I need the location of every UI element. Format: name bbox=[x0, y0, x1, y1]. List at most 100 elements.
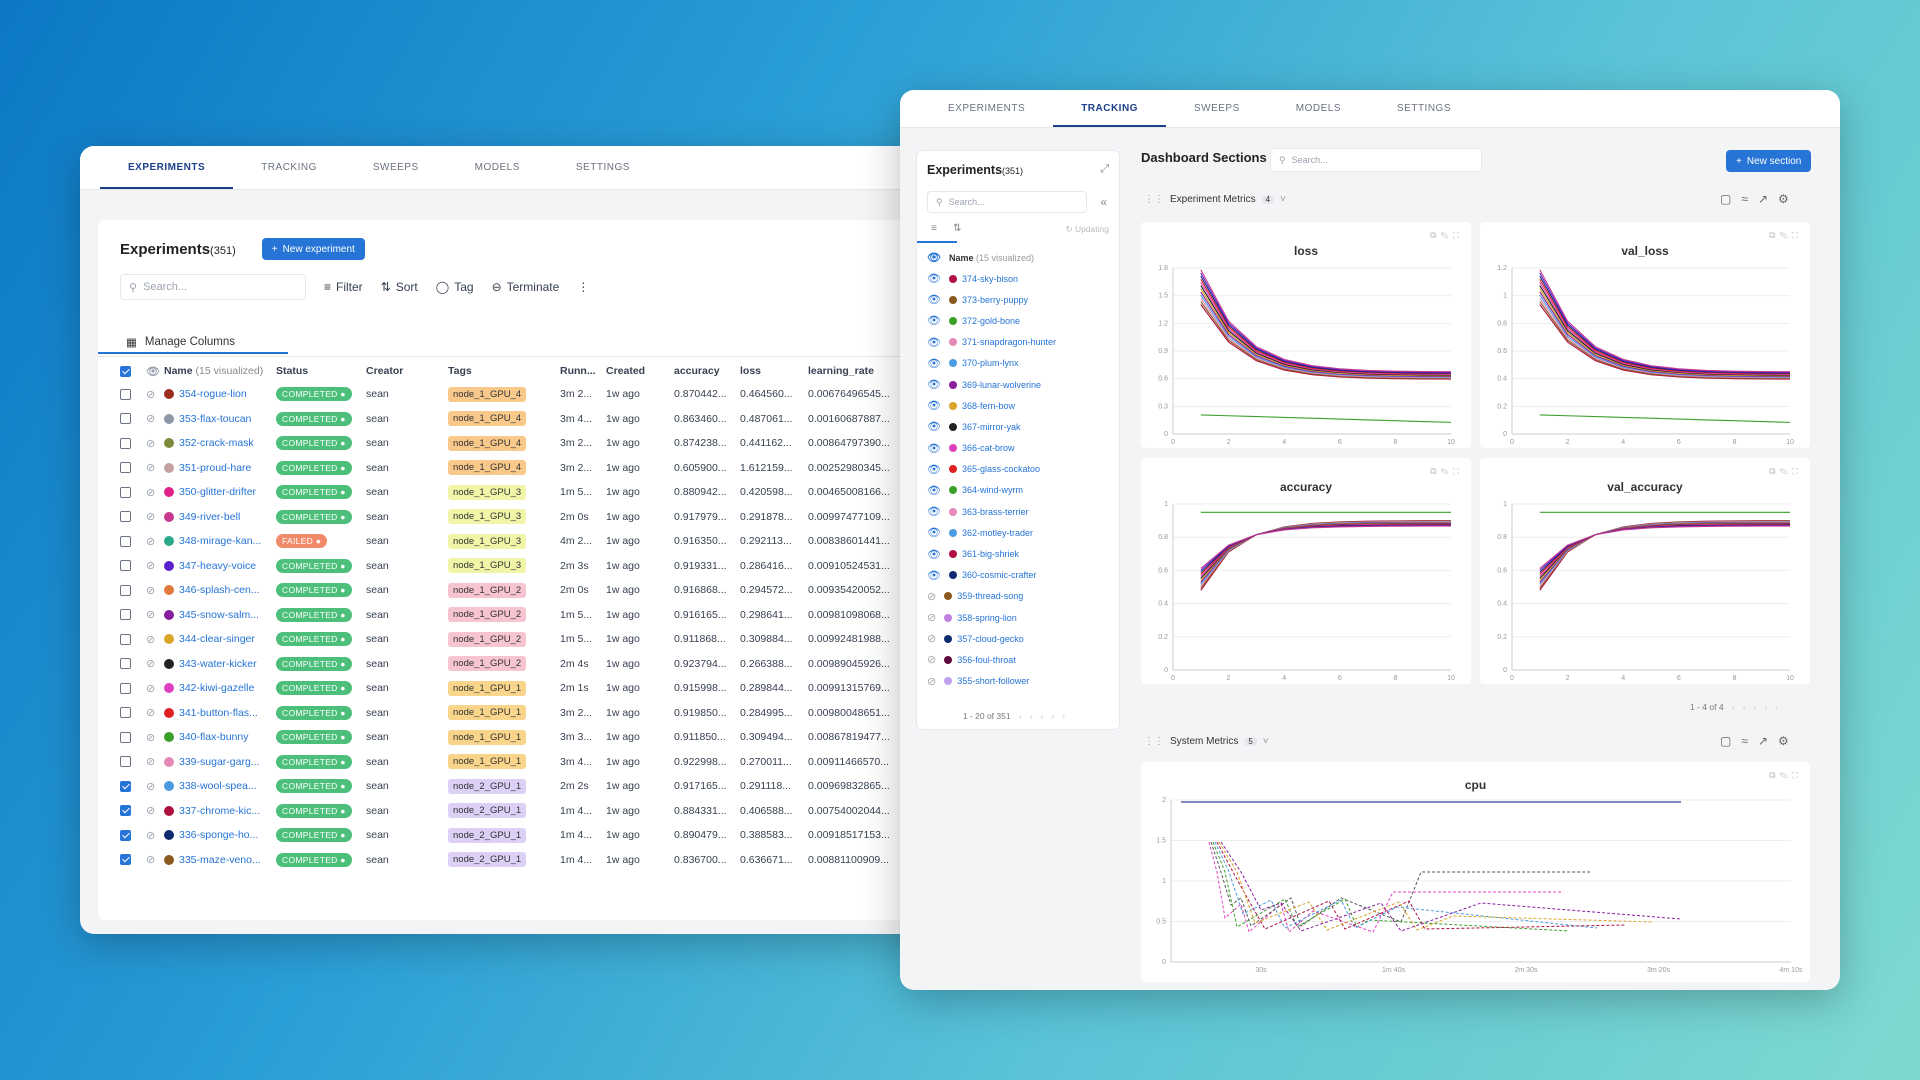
eye-off-icon[interactable]: ⊘ bbox=[146, 511, 156, 524]
tab-experiments[interactable]: EXPERIMENTS bbox=[948, 103, 1026, 114]
search-input[interactable]: ⚲ Search... bbox=[120, 274, 306, 300]
col-name[interactable]: Name (15 visualized) bbox=[164, 365, 264, 377]
experiment-link[interactable]: 370-plum-lynx bbox=[961, 358, 1019, 369]
eye-off-icon[interactable]: ⊘ bbox=[927, 633, 937, 646]
eye-off-icon[interactable]: ⊘ bbox=[146, 633, 156, 646]
experiment-link[interactable]: 358-spring-lion bbox=[957, 612, 1017, 623]
table-row[interactable]: ⊘ 343-water-kicker COMPLETED ● sean node_1_G… bbox=[120, 652, 898, 677]
drag-handle-icon[interactable]: ⋮⋮ bbox=[1144, 194, 1164, 205]
table-row[interactable]: ⊘ 345-snow-salm... COMPLETED ● sean node_1_G… bbox=[120, 603, 898, 628]
experiment-link[interactable]: 367-mirror-yak bbox=[961, 421, 1021, 432]
new-section-button[interactable]: + New section bbox=[1726, 150, 1812, 172]
col-creator[interactable]: Creator bbox=[366, 365, 404, 377]
eye-icon[interactable]: 👁 bbox=[927, 569, 941, 582]
sort-icon[interactable]: ⇅ bbox=[953, 223, 962, 234]
row-checkbox[interactable] bbox=[120, 658, 131, 670]
row-checkbox[interactable] bbox=[120, 731, 131, 743]
tag-button[interactable]: ◯ Tag bbox=[435, 280, 474, 294]
filter-button[interactable]: ≡ Filter bbox=[324, 280, 363, 294]
experiment-link[interactable]: 348-mirage-kan... bbox=[179, 535, 262, 548]
eye-off-icon[interactable]: ⊘ bbox=[146, 707, 156, 720]
row-checkbox[interactable] bbox=[120, 805, 131, 817]
row-checkbox[interactable] bbox=[120, 560, 131, 572]
row-checkbox[interactable] bbox=[120, 756, 131, 768]
smooth-icon[interactable]: ≈ bbox=[1741, 192, 1758, 206]
experiment-link[interactable]: 356-foul-throat bbox=[957, 654, 1016, 665]
experiment-link[interactable]: 374-sky-bison bbox=[961, 273, 1018, 284]
table-row[interactable]: ⊘ 350-glitter-drifter COMPLETED ● sean node_… bbox=[120, 480, 898, 505]
sort-button[interactable]: ⇅ Sort bbox=[380, 280, 418, 294]
experiment-link[interactable]: 371-snapdragon-hunter bbox=[961, 337, 1057, 348]
row-checkbox[interactable] bbox=[120, 780, 131, 792]
list-item[interactable]: 👁 362-motley-trader bbox=[917, 522, 1119, 543]
panel-actions[interactable]: ⧉✎⛶ bbox=[1430, 230, 1463, 240]
list-item[interactable]: 👁 364-wind-wyrm bbox=[917, 480, 1119, 501]
list-item[interactable]: 👁 366-cat-brow bbox=[917, 438, 1119, 459]
panel-actions[interactable]: ⧉✎⛶ bbox=[1430, 466, 1463, 476]
row-checkbox[interactable] bbox=[120, 413, 131, 425]
list-item[interactable]: ⊘ 355-short-follower bbox=[917, 671, 1119, 692]
eye-off-icon[interactable]: ⊘ bbox=[146, 437, 156, 450]
experiment-link[interactable]: 341-button-flas... bbox=[179, 706, 258, 719]
eye-off-icon[interactable]: ⊘ bbox=[146, 829, 156, 842]
eye-off-icon[interactable]: ⊘ bbox=[927, 675, 937, 688]
experiment-link[interactable]: 343-water-kicker bbox=[179, 657, 257, 670]
list-item[interactable]: 👁 361-big-shriek bbox=[917, 543, 1119, 564]
experiment-link[interactable]: 346-splash-cen... bbox=[179, 584, 260, 597]
eye-off-icon[interactable]: ⊘ bbox=[927, 590, 937, 603]
experiment-link[interactable]: 368-fern-bow bbox=[961, 400, 1015, 411]
col-learning-rate[interactable]: learning_rate bbox=[808, 365, 874, 377]
col-status[interactable]: Status bbox=[276, 365, 309, 377]
list-item[interactable]: 👁 363-brass-terrier bbox=[917, 501, 1119, 522]
experiment-link[interactable]: 357-cloud-gecko bbox=[957, 633, 1024, 644]
smooth-icon[interactable]: ≈ bbox=[1741, 734, 1758, 748]
eye-icon[interactable]: 👁 bbox=[927, 273, 941, 286]
experiment-link[interactable]: 345-snow-salm... bbox=[179, 608, 259, 621]
eye-off-icon[interactable]: ⊘ bbox=[146, 682, 156, 695]
experiment-link[interactable]: 366-cat-brow bbox=[961, 443, 1015, 454]
tab-settings[interactable]: SETTINGS bbox=[1397, 103, 1452, 114]
tab-models[interactable]: MODELS bbox=[474, 162, 520, 173]
eye-icon[interactable]: 👁 bbox=[927, 252, 941, 265]
table-row[interactable]: ⊘ 347-heavy-voice COMPLETED ● sean node_1_GP… bbox=[120, 554, 898, 579]
list-item[interactable]: 👁 373-berry-puppy bbox=[917, 289, 1119, 310]
experiment-link[interactable]: 364-wind-wyrm bbox=[961, 485, 1023, 496]
experiment-link[interactable]: 354-rogue-lion bbox=[179, 388, 247, 401]
experiment-link[interactable]: 372-gold-bone bbox=[961, 315, 1021, 326]
eye-off-icon[interactable]: ⊘ bbox=[146, 486, 156, 499]
table-row[interactable]: ⊘ 344-clear-singer COMPLETED ● sean node_1_G… bbox=[120, 627, 898, 652]
experiment-link[interactable]: 365-glass-cockatoo bbox=[961, 464, 1041, 475]
section-actions[interactable]: ▢≈↗⚙ bbox=[1720, 734, 1799, 748]
chevron-down-icon[interactable]: ˅ bbox=[1262, 736, 1269, 747]
list-item[interactable]: 👁 369-lunar-wolverine bbox=[917, 374, 1119, 395]
table-row[interactable]: ⊘ 352-crack-mask COMPLETED ● sean node_1_GPU… bbox=[120, 431, 898, 456]
eye-icon[interactable]: 👁 bbox=[927, 548, 941, 561]
tab-experiments[interactable]: EXPERIMENTS bbox=[100, 146, 234, 189]
dashboard-search-input[interactable]: ⚲ Search... bbox=[1270, 148, 1482, 172]
eye-off-icon[interactable]: ⊘ bbox=[146, 560, 156, 573]
list-item[interactable]: ⊘ 358-spring-lion bbox=[917, 607, 1119, 628]
list-item[interactable]: ⊘ 359-thread-song bbox=[917, 586, 1119, 607]
table-row[interactable]: ⊘ 346-splash-cen... COMPLETED ● sean node_1_… bbox=[120, 578, 898, 603]
terminate-button[interactable]: ⊖ Terminate bbox=[491, 280, 560, 294]
eye-off-icon[interactable]: ⊘ bbox=[146, 658, 156, 671]
tab-sweeps[interactable]: SWEEPS bbox=[1193, 103, 1240, 114]
list-item[interactable]: 👁 372-gold-bone bbox=[917, 310, 1119, 331]
experiment-link[interactable]: 335-maze-veno... bbox=[179, 853, 261, 866]
more-icon[interactable]: ⋮ bbox=[577, 280, 590, 294]
experiment-link[interactable]: 363-brass-terrier bbox=[961, 506, 1029, 517]
experiment-link[interactable]: 342-kiwi-gazelle bbox=[179, 682, 255, 695]
experiment-link[interactable]: 351-proud-hare bbox=[179, 461, 252, 474]
chevron-down-icon[interactable]: ˅ bbox=[1280, 194, 1286, 205]
list-item[interactable]: ⊘ 356-foul-throat bbox=[917, 649, 1119, 670]
table-row[interactable]: ⊘ 349-river-bell COMPLETED ● sean node_1_GPU… bbox=[120, 505, 898, 530]
eye-icon[interactable]: 👁 bbox=[927, 400, 941, 413]
list-item[interactable]: 👁 365-glass-cockatoo bbox=[917, 459, 1119, 480]
eye-off-icon[interactable]: ⊘ bbox=[146, 535, 156, 548]
export-icon[interactable]: ↗ bbox=[1757, 734, 1778, 748]
list-item[interactable]: 👁 367-mirror-yak bbox=[917, 416, 1119, 437]
eye-off-icon[interactable]: ⊘ bbox=[146, 780, 156, 793]
tab-sweeps[interactable]: SWEEPS bbox=[372, 162, 419, 173]
eye-icon[interactable]: 👁 bbox=[927, 315, 941, 328]
sidebar-search-input[interactable]: ⚲ Search... bbox=[927, 191, 1087, 213]
